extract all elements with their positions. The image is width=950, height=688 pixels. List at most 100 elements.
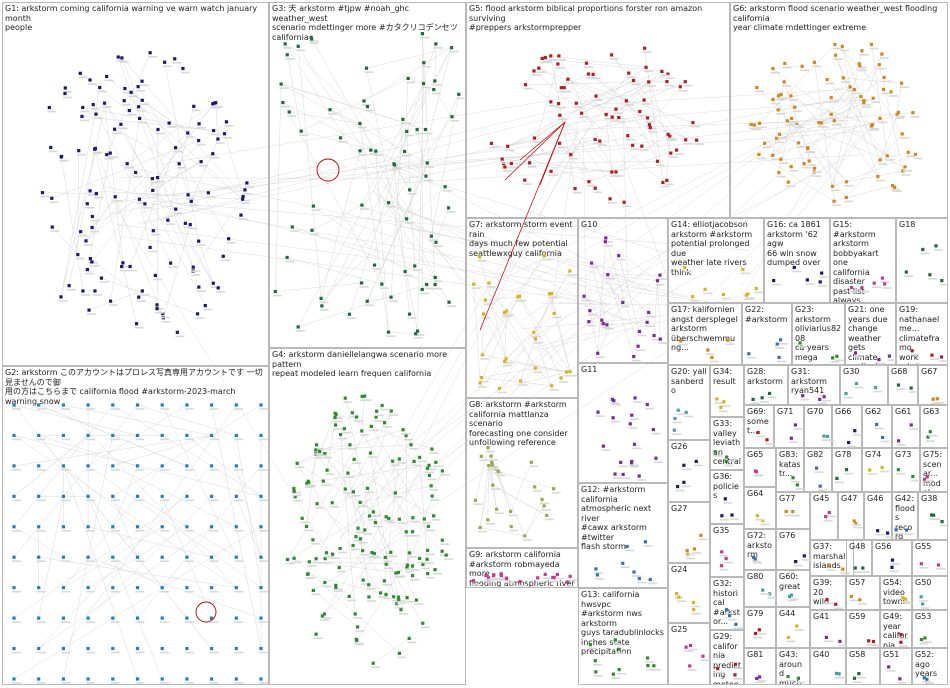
edge xyxy=(293,558,400,654)
node-g4 xyxy=(432,514,436,518)
node-g3 xyxy=(287,110,291,114)
edge xyxy=(366,47,452,69)
node-g2 xyxy=(234,403,238,407)
node-g5 xyxy=(557,101,561,106)
edge xyxy=(127,102,216,164)
node-g30 xyxy=(854,381,859,386)
node-g1 xyxy=(155,307,159,311)
node-g3 xyxy=(279,82,283,86)
node-g8 xyxy=(486,446,490,450)
edge xyxy=(317,503,375,554)
node-g25 xyxy=(688,643,693,648)
edge xyxy=(405,435,408,566)
group-label: G53 xyxy=(915,612,932,621)
node-g19 xyxy=(910,349,914,353)
node-g4 xyxy=(354,637,358,641)
node-g6 xyxy=(829,112,833,116)
edge xyxy=(507,117,648,147)
node-g4 xyxy=(338,432,343,437)
node-g31 xyxy=(822,395,826,399)
node-g3 xyxy=(347,312,352,316)
node-g11 xyxy=(651,427,655,432)
node-g6 xyxy=(762,141,767,145)
edge xyxy=(611,54,670,137)
node-g61 xyxy=(909,423,913,427)
group-label: G57 xyxy=(849,578,866,587)
node-g6 xyxy=(844,180,849,184)
node-g3 xyxy=(328,108,332,112)
node-g4 xyxy=(351,543,355,548)
node-g20 xyxy=(676,408,680,412)
node-g6 xyxy=(870,123,875,127)
node-g3 xyxy=(369,148,373,152)
edge xyxy=(511,163,612,173)
node-g4 xyxy=(397,597,401,601)
edge xyxy=(519,296,571,372)
node-g2 xyxy=(37,525,41,529)
node-g5 xyxy=(691,121,695,125)
group-label: G27 xyxy=(671,504,688,513)
edge xyxy=(339,327,536,540)
edge xyxy=(90,258,163,314)
node-g2 xyxy=(259,555,263,559)
node-g16 xyxy=(818,280,822,284)
node-g1 xyxy=(211,152,215,156)
group-label: G46 xyxy=(867,494,884,503)
edge xyxy=(110,118,140,302)
node-g2 xyxy=(234,525,238,529)
node-g4 xyxy=(409,443,413,447)
node-g10 xyxy=(589,261,594,265)
node-g4 xyxy=(440,549,444,553)
node-g1 xyxy=(91,102,95,107)
node-g1 xyxy=(67,284,71,288)
node-g4 xyxy=(389,550,393,554)
node-g4 xyxy=(430,447,434,451)
edge xyxy=(87,496,212,619)
node-g6 xyxy=(819,121,823,125)
edge xyxy=(85,102,216,242)
node-g1 xyxy=(59,295,63,299)
node-g1 xyxy=(241,197,245,201)
edge xyxy=(60,148,96,297)
edge xyxy=(359,131,407,152)
node-g8 xyxy=(486,518,490,522)
node-g25 xyxy=(684,645,688,649)
node-g1 xyxy=(216,286,220,290)
node-g2 xyxy=(111,433,115,438)
node-g6 xyxy=(913,152,918,157)
node-g2 xyxy=(86,433,90,438)
node-g2 xyxy=(111,586,115,590)
node-g9 xyxy=(471,579,476,583)
node-g1 xyxy=(151,188,155,193)
node-g57 xyxy=(858,598,862,602)
edge xyxy=(315,412,353,451)
node-g41 xyxy=(838,639,842,643)
node-g5 xyxy=(665,178,669,182)
node-g4 xyxy=(405,563,410,567)
node-g1 xyxy=(125,162,129,166)
node-g2 xyxy=(259,403,263,407)
node-g6 xyxy=(852,87,856,92)
node-g25 xyxy=(701,654,705,658)
edge xyxy=(359,123,389,333)
node-g6 xyxy=(830,184,835,188)
edge xyxy=(606,322,648,325)
node-g78 xyxy=(835,476,839,480)
node-g12 xyxy=(643,540,648,544)
edge xyxy=(499,371,571,389)
edge xyxy=(843,77,902,84)
edge xyxy=(491,456,494,486)
group-g65: G65 xyxy=(744,448,776,487)
node-g11 xyxy=(619,460,623,465)
node-g48 xyxy=(861,566,865,570)
node-g1 xyxy=(108,299,113,303)
node-g7 xyxy=(550,384,554,388)
node-g64 xyxy=(761,518,765,523)
node-g3 xyxy=(296,325,300,329)
group-label: G9: arkstorm california #arkstorm robmay… xyxy=(469,550,575,588)
group-label: G21: one years due change weather gets c… xyxy=(848,305,888,364)
edge xyxy=(119,236,607,304)
node-g4 xyxy=(351,490,356,494)
edge xyxy=(198,241,214,284)
node-g2 xyxy=(12,646,16,651)
